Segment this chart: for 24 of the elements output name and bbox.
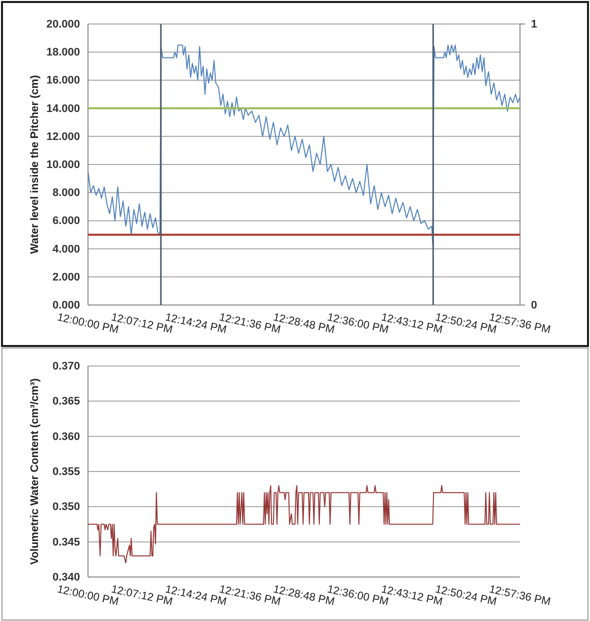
line-series bbox=[88, 485, 520, 564]
y2-tick-label: 1 bbox=[531, 18, 538, 31]
line-series bbox=[88, 44, 520, 246]
y-tick-label: 8.000 bbox=[52, 187, 80, 200]
y-tick-label: 0.355 bbox=[52, 466, 80, 478]
y2-tick-label: 0 bbox=[531, 300, 538, 312]
y-tick-label: 0.350 bbox=[52, 501, 80, 514]
y-tick-label: 0.340 bbox=[52, 572, 80, 584]
y-tick-label: 12.000 bbox=[46, 130, 80, 143]
y-tick-label: 0.365 bbox=[52, 396, 80, 408]
y-axis-title: Volumetric Water Content (cm³/cm³) bbox=[29, 378, 41, 565]
y-axis-title: Water level inside the Pitcher (cm) bbox=[29, 74, 41, 254]
y-tick-label: 10.000 bbox=[46, 159, 80, 172]
y-tick-label: 4.000 bbox=[52, 243, 80, 256]
y-tick-label: 14.000 bbox=[46, 102, 80, 115]
y-tick-label: 6.000 bbox=[52, 215, 80, 228]
y-tick-label: 0.345 bbox=[52, 536, 80, 548]
y-tick-label: 18.000 bbox=[46, 46, 80, 59]
y-tick-label: 16.000 bbox=[46, 74, 80, 87]
y-tick-label: 2.000 bbox=[52, 271, 80, 284]
y-tick-label: 20.000 bbox=[46, 18, 80, 31]
y-tick-label: 0.000 bbox=[52, 300, 80, 312]
y-tick-label: 0.360 bbox=[52, 430, 80, 443]
y-tick-label: 0.370 bbox=[52, 360, 80, 373]
